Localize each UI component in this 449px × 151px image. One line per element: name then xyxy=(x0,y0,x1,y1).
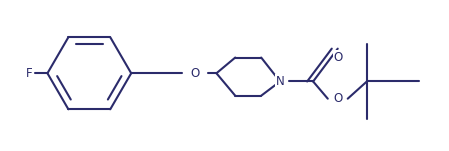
Text: F: F xyxy=(26,67,33,80)
Text: O: O xyxy=(191,67,200,80)
Text: O: O xyxy=(333,51,343,64)
Text: O: O xyxy=(333,92,343,105)
Text: N: N xyxy=(276,75,284,88)
